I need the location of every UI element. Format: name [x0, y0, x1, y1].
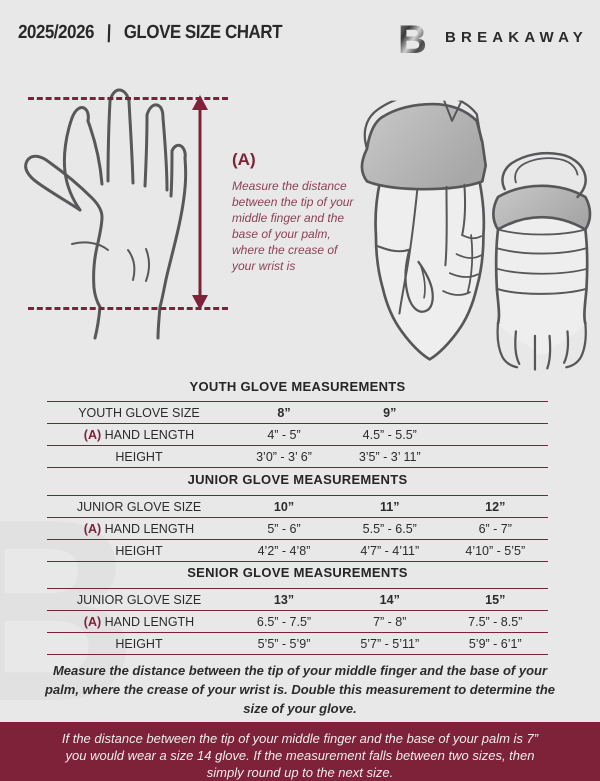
svg-text:B: B — [398, 18, 427, 62]
